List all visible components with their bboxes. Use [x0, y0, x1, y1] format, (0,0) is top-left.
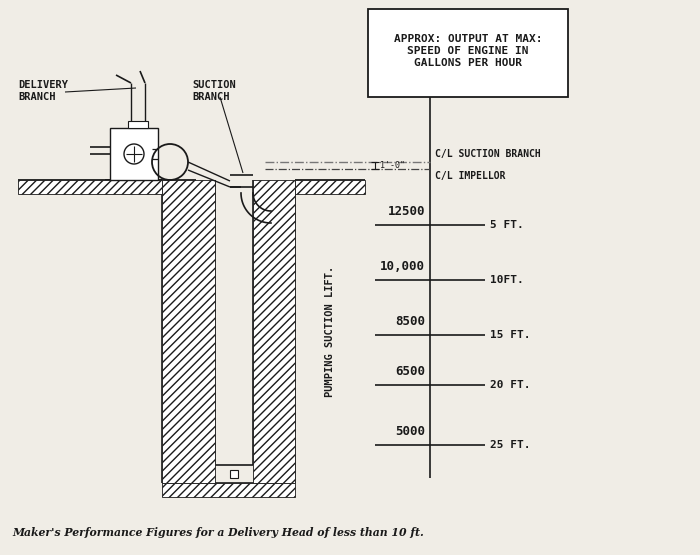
Text: 8500: 8500 [395, 315, 425, 328]
Text: DELIVERY: DELIVERY [18, 80, 68, 90]
Text: BRANCH: BRANCH [18, 92, 55, 102]
Bar [162, 180, 215, 483]
Text: 6500: 6500 [395, 365, 425, 378]
Text: 15 FT.: 15 FT. [490, 330, 531, 340]
Text: 5 FT.: 5 FT. [490, 220, 524, 230]
Text: SUCTION: SUCTION [192, 80, 236, 90]
Text: 10FT.: 10FT. [490, 275, 524, 285]
Text: Maker's Performance Figures for a Delivery Head of less than 10 ft.: Maker's Performance Figures for a Delive… [12, 527, 423, 538]
Bar [18, 180, 162, 194]
Bar [295, 180, 365, 194]
Bar [253, 180, 295, 483]
Text: 5000: 5000 [395, 425, 425, 438]
Bar [368, 9, 568, 97]
Bar [162, 483, 295, 497]
Text: C/L IMPELLOR: C/L IMPELLOR [435, 171, 505, 181]
Text: APPROX: OUTPUT AT MAX:
SPEED OF ENGINE IN
GALLONS PER HOUR: APPROX: OUTPUT AT MAX: SPEED OF ENGINE I… [393, 34, 542, 68]
Text: 10,000: 10,000 [380, 260, 425, 273]
Text: C/L SUCTION BRANCH: C/L SUCTION BRANCH [435, 149, 540, 159]
Text: 20 FT.: 20 FT. [490, 380, 531, 390]
Text: 25 FT.: 25 FT. [490, 440, 531, 450]
Text: PUMPING SUCTION LIFT.: PUMPING SUCTION LIFT. [325, 266, 335, 397]
Text: 1'-0": 1'-0" [380, 161, 405, 170]
Bar [230, 470, 238, 478]
Bar [128, 121, 148, 128]
Bar [110, 128, 158, 180]
Text: BRANCH: BRANCH [192, 92, 230, 102]
Text: 12500: 12500 [388, 205, 425, 218]
